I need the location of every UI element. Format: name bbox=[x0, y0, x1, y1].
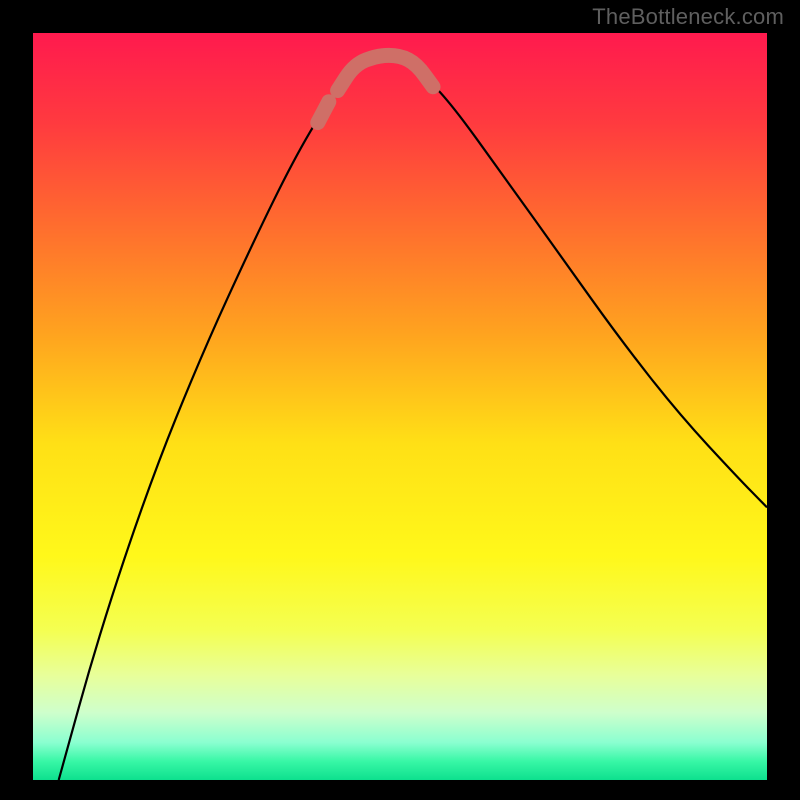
chart-stage: TheBottleneck.com bbox=[0, 0, 800, 800]
highlight-segment bbox=[318, 102, 329, 123]
plot-gradient-area bbox=[33, 33, 767, 780]
chart-svg bbox=[0, 0, 800, 800]
watermark-text: TheBottleneck.com bbox=[592, 4, 784, 30]
